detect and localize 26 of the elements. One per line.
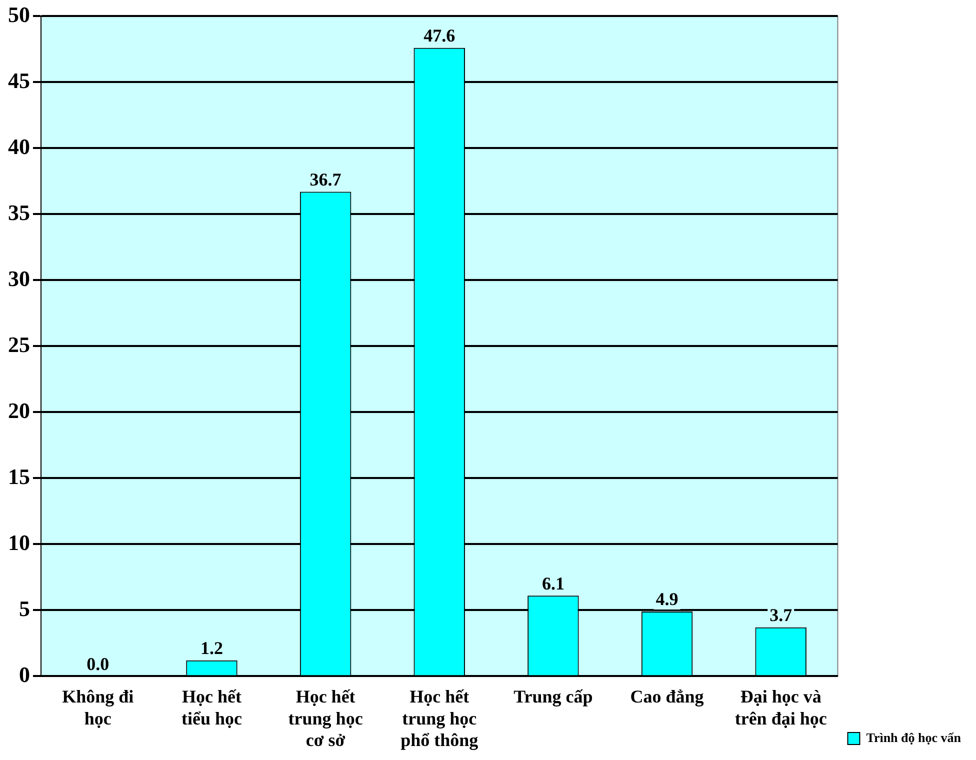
data-label: 3.7 (770, 605, 792, 626)
x-tick-label: Học hết trung học cơ sở (288, 686, 363, 750)
y-tick-label: 5 (19, 596, 30, 621)
legend-label: Trình độ học vấn (866, 730, 962, 745)
x-tick-label: Học hết trung học phổ thông (400, 686, 478, 750)
data-label: 0.0 (86, 654, 110, 674)
data-label: 36.7 (310, 169, 342, 190)
data-label: 1.2 (200, 638, 223, 658)
data-label: 4.9 (656, 589, 678, 610)
data-label: 6.1 (542, 573, 564, 594)
data-label: 47.6 (424, 26, 456, 46)
y-tick-label: 50 (8, 2, 30, 27)
x-tick-label: Cao đẳng (630, 686, 704, 707)
x-tick-label: Trung cấp (514, 686, 593, 707)
x-tick-label: Học hết tiểu học (181, 686, 242, 728)
x-tick-label: Đại học và trên đại học (734, 686, 827, 728)
y-tick-label: 10 (8, 530, 30, 555)
y-tick-label: 30 (8, 266, 30, 291)
y-tick-label: 20 (8, 398, 30, 423)
y-tick-label: 15 (8, 464, 30, 489)
y-tick-label: 45 (8, 68, 30, 93)
y-tick-label: 35 (8, 200, 30, 225)
y-tick-label: 25 (8, 332, 30, 357)
y-tick-label: 40 (8, 134, 30, 159)
y-tick-label: 0 (19, 662, 30, 687)
x-tick-label: Không đi học (62, 686, 134, 728)
